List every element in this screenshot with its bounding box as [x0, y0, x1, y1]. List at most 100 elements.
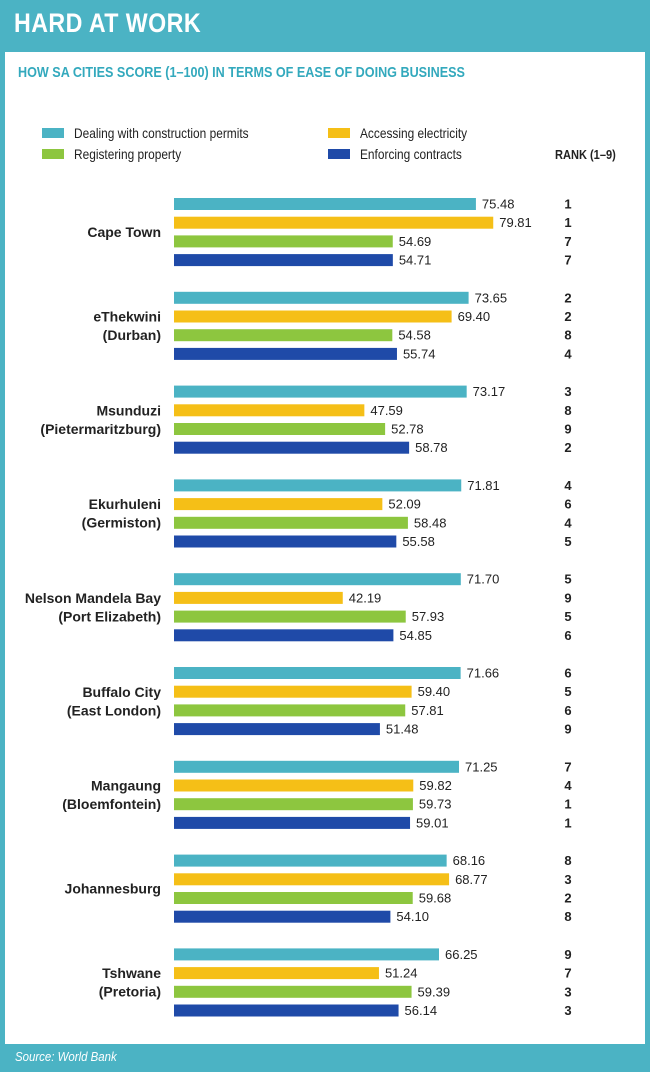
bar-value-label: 59.40 [418, 684, 451, 699]
legend-item-contracts: Enforcing contracts [328, 146, 480, 162]
legend-swatch-electricity [328, 128, 350, 138]
city-label: (Germiston) [82, 515, 161, 531]
bar-value-label: 68.16 [453, 853, 486, 868]
rank-label: 1 [564, 215, 571, 230]
rank-label: 6 [564, 628, 571, 643]
chart-subtitle: HOW SA CITIES SCORE (1–100) IN TERMS OF … [18, 64, 465, 81]
bar-value-label: 69.40 [458, 309, 491, 324]
bar-value-label: 54.71 [399, 253, 432, 268]
bar-construction [174, 948, 439, 961]
bar-value-label: 57.93 [412, 609, 445, 624]
bar-value-label: 52.09 [388, 497, 421, 512]
chart-title: HARD AT WORK [14, 8, 202, 38]
rank-label: 6 [564, 666, 571, 681]
city-label: (Port Elizabeth) [58, 609, 161, 625]
rank-label: 7 [564, 966, 571, 981]
bar-contracts [174, 910, 391, 923]
bar-value-label: 56.14 [405, 1003, 438, 1018]
bar-value-label: 73.17 [473, 384, 506, 399]
legend-item-property: Registering property [42, 146, 200, 162]
rank-label: 5 [564, 684, 571, 699]
city-label: Ekurhuleni [89, 496, 161, 512]
bar-construction [174, 760, 459, 773]
bar-contracts [174, 816, 411, 829]
bar-contracts [174, 1004, 399, 1017]
bar-value-label: 71.70 [467, 572, 500, 587]
bar-value-label: 66.25 [445, 947, 478, 962]
bar-property [174, 985, 412, 998]
rank-label: 3 [564, 384, 571, 399]
rank-label: 7 [564, 253, 571, 268]
rank-label: 2 [564, 891, 571, 906]
bar-property [174, 892, 413, 904]
city-label: Nelson Mandela Bay [25, 590, 161, 606]
rank-label: 8 [564, 328, 571, 343]
bar-electricity [174, 216, 494, 229]
rank-label: 6 [564, 497, 571, 512]
rank-label: 9 [564, 722, 571, 737]
legend-item-electricity: Accessing electricity [328, 125, 486, 141]
city-label: Mangaung [91, 778, 161, 794]
bar-electricity [174, 404, 365, 417]
rank-label: 4 [564, 478, 572, 493]
bar-value-label: 59.01 [416, 815, 449, 830]
rank-label: 5 [564, 609, 571, 624]
bar-value-label: 55.58 [402, 534, 435, 549]
bar-construction [174, 198, 476, 210]
bar-value-label: 71.25 [465, 759, 498, 774]
legend-swatch-construction [42, 128, 64, 138]
bar-electricity [174, 310, 452, 323]
bar-contracts [174, 535, 397, 548]
city-label: (Pretoria) [99, 984, 161, 1000]
bar-contracts [174, 629, 394, 642]
bar-value-label: 55.74 [403, 346, 436, 361]
rank-label: 2 [564, 440, 571, 455]
city-label: (East London) [67, 702, 161, 718]
bar-electricity [174, 685, 412, 698]
rank-header: RANK (1–9) [555, 147, 616, 162]
rank-label: 3 [564, 1003, 571, 1018]
bar-value-label: 71.66 [467, 666, 500, 681]
bar-value-label: 68.77 [455, 872, 488, 887]
city-label: Tshwane [102, 965, 161, 981]
rank-label: 9 [564, 947, 571, 962]
bar-construction [174, 479, 462, 492]
legend-swatch-contracts [328, 149, 350, 159]
bar-value-label: 75.48 [482, 197, 515, 212]
rank-label: 9 [564, 590, 571, 605]
bar-value-label: 57.81 [411, 703, 444, 718]
bar-value-label: 51.24 [385, 966, 418, 981]
bar-property [174, 423, 386, 435]
rank-label: 5 [564, 572, 571, 587]
rank-label: 2 [564, 309, 571, 324]
bar-electricity [174, 591, 343, 604]
bar-property [174, 798, 413, 811]
rank-label: 4 [564, 515, 572, 530]
bar-value-label: 59.82 [419, 778, 452, 793]
bar-contracts [174, 254, 393, 267]
bar-property [174, 235, 393, 248]
rank-label: 8 [564, 403, 571, 418]
bar-construction [174, 573, 461, 586]
bar-value-label: 59.39 [418, 984, 451, 999]
rank-label: 3 [564, 872, 571, 887]
bar-value-label: 59.73 [419, 797, 452, 812]
rank-label: 8 [564, 853, 571, 868]
bar-value-label: 58.78 [415, 440, 448, 455]
bar-electricity [174, 967, 379, 980]
bar-contracts [174, 441, 410, 454]
bar-value-label: 79.81 [499, 215, 532, 230]
bar-value-label: 42.19 [349, 590, 382, 605]
bar-value-label: 52.78 [391, 422, 424, 437]
city-label: Cape Town [87, 224, 161, 240]
bar-value-label: 51.48 [386, 722, 419, 737]
bar-value-label: 59.68 [419, 891, 452, 906]
bar-value-label: 71.81 [467, 478, 500, 493]
bar-value-label: 47.59 [370, 403, 403, 418]
bar-property [174, 610, 406, 623]
city-label: (Durban) [103, 327, 161, 343]
rank-label: 6 [564, 703, 571, 718]
bar-electricity [174, 779, 414, 792]
legend-item-construction: Dealing with construction permits [42, 125, 279, 141]
